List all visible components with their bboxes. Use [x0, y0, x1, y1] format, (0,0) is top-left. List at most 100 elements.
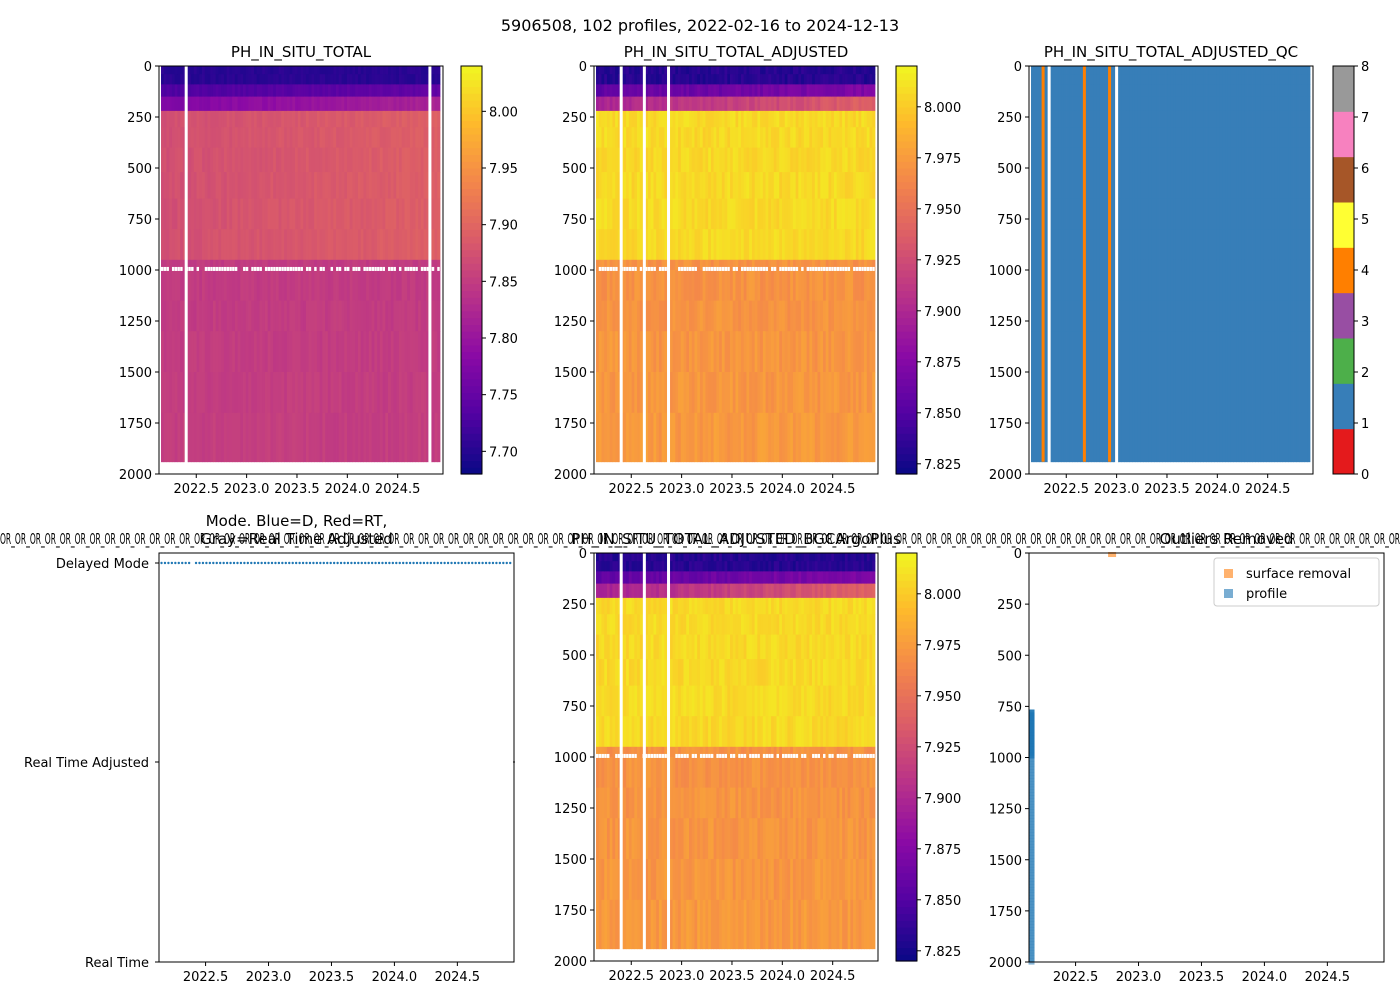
heatmap-cell [612, 270, 616, 301]
heatmap-cell [740, 74, 745, 85]
heatmap-cell [1110, 229, 1114, 261]
heatmap-cell [243, 270, 247, 301]
heatmap-cell [420, 198, 424, 230]
heatmap-cell [647, 96, 652, 112]
heatmap-cell [418, 300, 422, 332]
heatmap-cell [1225, 172, 1229, 199]
heatmap-cell [303, 259, 307, 271]
heatmap-cell [656, 198, 660, 230]
heatmap-cell [243, 372, 247, 414]
heatmap-cell [412, 412, 416, 463]
heatmap-cell [1156, 331, 1160, 373]
heatmap-cell [790, 110, 794, 128]
heatmap-cell [790, 147, 794, 173]
heatmap-cell [240, 198, 244, 230]
heatmap-cell [855, 147, 859, 173]
heatmap-cell [305, 259, 310, 271]
heatmap-cell [779, 66, 783, 75]
heatmap-cell [771, 372, 775, 414]
heatmap-cell [1208, 110, 1212, 128]
heatmap-cell [1080, 412, 1084, 463]
heatmap-cell [1181, 110, 1185, 128]
heatmap-cell [420, 412, 424, 463]
missing-depth-band [847, 266, 851, 271]
heatmap-cell [1175, 300, 1180, 332]
heatmap-cell [163, 127, 167, 148]
missing-bottom-cell [702, 463, 705, 474]
heatmap-cell [658, 259, 663, 271]
heatmap-cell [1241, 172, 1245, 199]
heatmap-cell [177, 147, 181, 173]
heatmap-cell [1203, 74, 1207, 85]
heatmap-cell [738, 372, 742, 414]
heatmap-cell [1197, 147, 1201, 173]
heatmap-cell [366, 172, 370, 199]
heatmap-cell [1052, 127, 1057, 148]
heatmap-cell [751, 110, 756, 128]
heatmap-cell [626, 96, 630, 112]
heatmap-cell [273, 96, 277, 112]
heatmap-cell [1192, 259, 1196, 271]
heatmap-cell [601, 96, 605, 112]
heatmap-cell [319, 96, 323, 112]
heatmap-cell [1230, 331, 1234, 373]
heatmap-cell [1200, 74, 1204, 85]
heatmap-cell [787, 229, 791, 261]
heatmap-cell [1175, 412, 1180, 463]
heatmap-cell [836, 372, 840, 414]
heatmap-cell [839, 74, 843, 85]
missing-bottom-cell [349, 463, 352, 474]
heatmap-cell [388, 96, 392, 112]
heatmap-cell [795, 412, 799, 463]
heatmap-cell [606, 412, 611, 463]
heatmap-cell [1175, 110, 1180, 128]
missing-depth-band [795, 266, 799, 271]
heatmap-cell [303, 229, 307, 261]
missing-depth-band [724, 266, 728, 271]
heatmap-cell [721, 96, 725, 112]
heatmap-cell [844, 110, 849, 128]
heatmap-cell [423, 110, 427, 128]
heatmap-cell [191, 84, 195, 97]
heatmap-cell [781, 270, 786, 301]
heatmap-cell [1247, 172, 1251, 199]
heatmap-cell [204, 372, 208, 414]
heatmap-cell [1236, 127, 1240, 148]
heatmap-cell [858, 110, 862, 128]
heatmap-cell [669, 198, 673, 230]
heatmap-cell [713, 127, 717, 148]
heatmap-cell [161, 110, 165, 128]
heatmap-cell [1088, 96, 1092, 112]
heatmap-cell [1074, 147, 1078, 173]
heatmap-cell [757, 127, 761, 148]
y-tick-label: 250 [127, 111, 152, 126]
heatmap-cell [431, 96, 435, 112]
heatmap-cell [1118, 229, 1122, 261]
heatmap-cell [825, 96, 829, 112]
colorbar-segment [896, 249, 917, 257]
heatmap-cell [295, 127, 299, 148]
heatmap-cell [768, 147, 772, 173]
heatmap-cell [336, 96, 340, 112]
heatmap-cell [207, 300, 211, 332]
heatmap-cell [1214, 110, 1218, 128]
heatmap-cell [801, 270, 805, 301]
heatmap-cell [243, 84, 247, 97]
heatmap-cell [850, 96, 854, 112]
heatmap-cell [188, 198, 192, 230]
colorbar-segment [461, 106, 482, 115]
heatmap-cell [743, 147, 747, 173]
heatmap-cell [163, 259, 167, 271]
heatmap-cell [1063, 372, 1067, 414]
missing-depth-band [626, 266, 629, 271]
heatmap-cell [801, 84, 805, 97]
heatmap-cell [1151, 412, 1155, 463]
heatmap-cell [357, 300, 362, 332]
heatmap-cell [338, 372, 342, 414]
heatmap-cell [1124, 147, 1128, 173]
heatmap-cell [1145, 229, 1150, 261]
heatmap-cell [163, 300, 167, 332]
heatmap-cell [409, 229, 414, 261]
heatmap-cell [286, 300, 290, 332]
heatmap-cell [431, 412, 435, 463]
